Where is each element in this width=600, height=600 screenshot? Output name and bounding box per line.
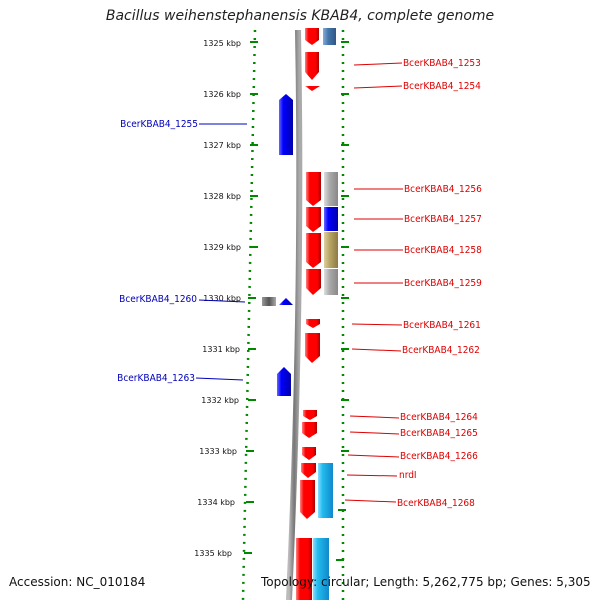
gene-arrow-red[interactable]	[306, 319, 320, 328]
gene-label-1257[interactable]: BcerKBAB4_1257	[404, 214, 482, 225]
kbp-label: 1331 kbp	[202, 345, 240, 354]
gene-block-olive[interactable]	[324, 232, 338, 268]
kbp-label: 1326 kbp	[203, 90, 241, 99]
right-label-connectors	[344, 62, 403, 503]
gene-label-1262[interactable]: BcerKBAB4_1262	[402, 345, 480, 356]
gene-block-dark-gray[interactable]	[262, 297, 276, 306]
gene-label-1255[interactable]: BcerKBAB4_1255	[120, 119, 198, 130]
gene-arrow-red[interactable]	[306, 233, 321, 268]
chromosome-backbone	[286, 29, 303, 600]
gene-arrow-red[interactable]	[296, 538, 312, 600]
gene-label-1253[interactable]: BcerKBAB4_1253	[403, 58, 481, 69]
topology-text: Topology: circular; Length: 5,262,775 bp…	[261, 575, 591, 589]
gene-block-light-blue[interactable]	[313, 538, 329, 600]
gene-arrow-red[interactable]	[306, 172, 321, 206]
gene-label-1261[interactable]: BcerKBAB4_1261	[403, 320, 481, 331]
gene-block-steel[interactable]	[323, 28, 336, 45]
gene-block-blue[interactable]	[324, 207, 338, 231]
kbp-label: 1328 kbp	[203, 192, 241, 201]
gene-arrow-red[interactable]	[306, 269, 321, 295]
gene-arrow-red[interactable]	[302, 422, 317, 438]
gene-arrow-red[interactable]	[306, 207, 321, 232]
kbp-label: 1335 kbp	[194, 549, 232, 558]
gene-label-1265[interactable]: BcerKBAB4_1265	[400, 428, 478, 439]
gene-label-1256[interactable]: BcerKBAB4_1256	[404, 184, 482, 195]
kbp-label: 1330 kbp	[203, 294, 241, 303]
gene-arrow-red[interactable]	[300, 480, 315, 519]
kbp-tick-marks	[244, 41, 349, 561]
gene-arrow-red[interactable]	[303, 410, 317, 420]
gene-label-1259[interactable]: BcerKBAB4_1259	[404, 278, 482, 289]
left-dotted-line	[241, 29, 257, 600]
gene-arrow-blue[interactable]	[277, 367, 291, 396]
gene-arrow-red[interactable]	[305, 333, 320, 363]
kbp-label: 1334 kbp	[197, 498, 235, 507]
gene-arrow-blue[interactable]	[279, 298, 293, 305]
gene-block-gray[interactable]	[324, 172, 338, 206]
gene-label-1263[interactable]: BcerKBAB4_1263	[117, 373, 195, 384]
gene-block-light-blue[interactable]	[318, 463, 333, 518]
accession-text: Accession: NC_010184	[9, 575, 146, 589]
gene-block-gray[interactable]	[324, 269, 338, 295]
genome-title: Bacillus weihenstephanensis KBAB4, compl…	[105, 8, 495, 24]
gene-label-nrdi[interactable]: nrdI	[399, 470, 417, 481]
kbp-label: 1327 kbp	[203, 141, 241, 150]
kbp-label: 1325 kbp	[203, 39, 241, 48]
gene-label-1268[interactable]: BcerKBAB4_1268	[397, 498, 475, 509]
gene-label-1254[interactable]: BcerKBAB4_1254	[403, 81, 481, 92]
kbp-label: 1332 kbp	[201, 396, 239, 405]
gene-arrow-red[interactable]	[305, 86, 320, 91]
gene-arrow-blue[interactable]	[279, 94, 293, 155]
kbp-label: 1329 kbp	[203, 243, 241, 252]
gene-label-1266[interactable]: BcerKBAB4_1266	[400, 451, 478, 462]
gene-label-1264[interactable]: BcerKBAB4_1264	[400, 412, 478, 423]
kbp-label: 1333 kbp	[199, 447, 237, 456]
gene-arrow-red[interactable]	[305, 28, 319, 45]
gene-label-1258[interactable]: BcerKBAB4_1258	[404, 245, 482, 256]
gene-arrow-red[interactable]	[305, 52, 319, 80]
gene-arrow-red[interactable]	[302, 447, 316, 460]
gene-label-1260[interactable]: BcerKBAB4_1260	[119, 294, 197, 305]
left-label-connectors	[195, 123, 247, 381]
gene-arrow-red[interactable]	[301, 463, 316, 478]
